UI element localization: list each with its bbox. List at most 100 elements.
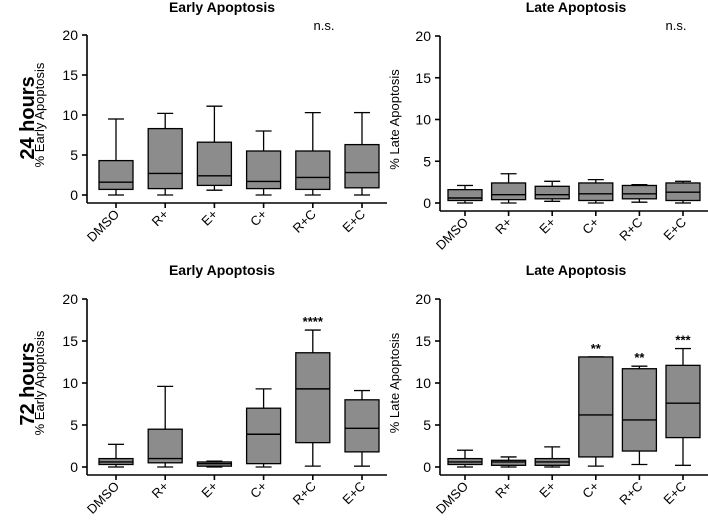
panel-24h-early: Early Apoptosis n.s. % Early Apoptosis 0 5 10… xyxy=(32,0,387,245)
x-category-label: E+C xyxy=(339,479,368,508)
y-tick-label: 5 xyxy=(423,417,431,433)
box-body xyxy=(534,185,570,200)
y-tick-label: 0 xyxy=(423,195,431,211)
box-e-plus: E+ xyxy=(534,446,570,501)
x-category-label: R+C xyxy=(290,207,319,236)
x-category-label: C+ xyxy=(247,207,270,230)
panel-72h-early: Early Apoptosis % Early Apoptosis 0 5 10 15 20… xyxy=(32,262,387,517)
box-body xyxy=(147,127,183,190)
x-category-label: R+C xyxy=(290,479,319,508)
x-category-label: E+C xyxy=(660,215,689,244)
x-category-label: C+ xyxy=(579,479,602,502)
box-body xyxy=(245,150,282,190)
chart-title: Early Apoptosis xyxy=(169,262,275,278)
box-c-plus: C+ xyxy=(245,388,282,502)
significance-note: n.s. xyxy=(314,18,335,33)
y-axis-label: % Late Apoptosis xyxy=(387,69,402,170)
box-r-plus: R+ xyxy=(147,112,183,229)
y-tick-label: 10 xyxy=(62,375,78,391)
x-category-label: E+ xyxy=(536,215,558,237)
x-category-label: R+C xyxy=(616,479,645,508)
y-tick-label: 10 xyxy=(415,112,431,128)
y-axis-label: % Late Apoptosis xyxy=(387,332,402,433)
box-e-plusc: E+C *** xyxy=(660,333,701,508)
box-c-plus: C+ ** xyxy=(578,341,614,502)
chart-title: Late Apoptosis xyxy=(526,0,627,15)
x-category-label: C+ xyxy=(247,479,270,502)
x-category-label: DMSO xyxy=(84,479,122,517)
box-body xyxy=(578,356,614,458)
box-body xyxy=(196,141,233,187)
box-r-plusc: R+C xyxy=(290,111,331,236)
y-axis-label: % Early Apoptosis xyxy=(32,62,47,167)
x-category-label: R+ xyxy=(149,479,172,502)
x-category-label: R+ xyxy=(492,215,515,238)
x-category-label: DMSO xyxy=(433,479,471,517)
y-tick-label: 15 xyxy=(62,333,78,349)
y-tick-label: 20 xyxy=(415,291,431,307)
y-tick-label: 5 xyxy=(423,153,431,169)
box-r-plusc: R+C xyxy=(616,183,658,244)
y-tick-label: 0 xyxy=(423,459,431,475)
y-tick-label: 20 xyxy=(415,28,431,44)
x-category-label: DMSO xyxy=(84,207,122,245)
y-axis-label: % Early Apoptosis xyxy=(32,330,47,435)
x-category-label: E+C xyxy=(660,479,689,508)
box-body xyxy=(344,143,380,189)
chart-title: Early Apoptosis xyxy=(169,0,275,15)
x-category-label: R+C xyxy=(616,215,645,244)
x-category-label: E+ xyxy=(198,207,220,229)
box-r-plusc: R+C **** xyxy=(290,314,331,508)
x-category-label: E+ xyxy=(536,479,558,501)
row-label-72h: 72 hours xyxy=(17,342,39,425)
x-category-label: E+ xyxy=(198,479,220,501)
box-body xyxy=(490,182,527,201)
x-category-label: C+ xyxy=(579,215,602,238)
box-dmso: DMSO xyxy=(84,443,134,517)
box-body xyxy=(665,364,701,439)
box-body xyxy=(295,352,331,444)
y-tick-label: 15 xyxy=(415,333,431,349)
box-e-plus: E+ xyxy=(196,460,233,501)
y-tick-label: 5 xyxy=(70,417,78,433)
x-category-label: DMSO xyxy=(433,215,471,253)
box-body xyxy=(621,368,658,452)
y-tick-label: 10 xyxy=(415,375,431,391)
box-body xyxy=(578,182,614,202)
y-tick-label: 0 xyxy=(70,459,78,475)
box-body xyxy=(147,428,183,464)
box-body xyxy=(98,159,134,191)
box-body xyxy=(490,459,527,466)
y-tick-label: 15 xyxy=(62,67,78,83)
box-body xyxy=(621,184,658,200)
box-r-plusc: R+C ** xyxy=(616,350,658,508)
y-tick-label: 15 xyxy=(415,70,431,86)
box-r-plus: R+ xyxy=(490,173,527,238)
panel-72h-late: Late Apoptosis % Late Apoptosis 0 5 10 15 20 DM… xyxy=(387,262,708,517)
y-tick-label: 5 xyxy=(70,147,78,163)
y-tick-label: 0 xyxy=(70,187,78,203)
box-body xyxy=(295,150,331,191)
box-body xyxy=(245,407,282,465)
box-c-plus: C+ xyxy=(245,130,282,230)
box-body xyxy=(447,188,483,202)
box-dmso: DMSO xyxy=(84,118,134,245)
y-tick-label: 20 xyxy=(62,27,78,43)
x-category-label: R+ xyxy=(492,479,515,502)
significance-note: n.s. xyxy=(666,18,687,33)
box-r-plus: R+ xyxy=(147,385,183,502)
box-body xyxy=(344,399,380,453)
box-e-plus: E+ xyxy=(196,105,233,229)
significance-stars: **** xyxy=(303,314,324,329)
significance-stars: ** xyxy=(591,341,602,356)
box-c-plus: C+ xyxy=(578,178,614,238)
box-e-plusc: E+C xyxy=(339,111,380,235)
box-e-plusc: E+C xyxy=(660,180,701,244)
panel-24h-late: Late Apoptosis n.s. % Late Apoptosis 0 5 10 15… xyxy=(387,0,708,253)
row-label-24h: 24 hours xyxy=(17,76,39,159)
box-e-plusc: E+C xyxy=(339,389,380,508)
significance-stars: ** xyxy=(634,350,645,365)
y-tick-label: 20 xyxy=(62,291,78,307)
y-tick-label: 10 xyxy=(62,107,78,123)
